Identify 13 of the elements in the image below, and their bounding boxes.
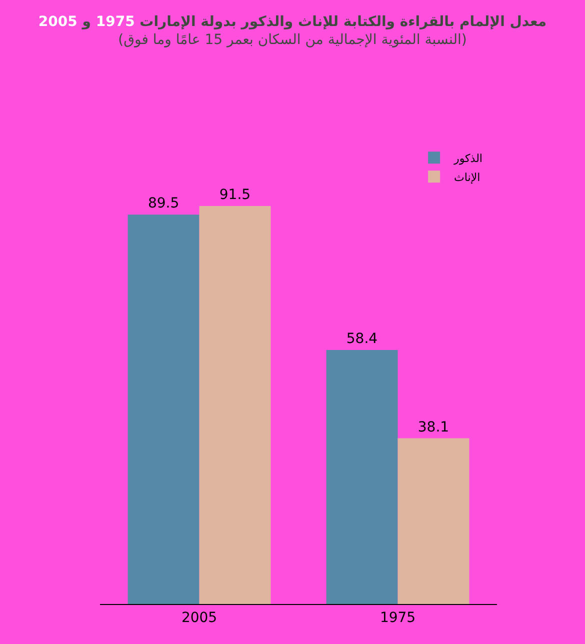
data-label: 89.5 <box>148 196 180 212</box>
data-label: 58.4 <box>346 330 378 347</box>
data-label: 91.5 <box>219 186 251 203</box>
bar <box>128 214 200 604</box>
legend-label: الذكور <box>453 152 482 165</box>
data-label: 38.1 <box>418 419 450 436</box>
bar <box>398 438 470 604</box>
bar <box>199 206 271 604</box>
chart-subtitle: (النسبة المئوية الإجمالية من السكان بعمر 15 عامًا وما فوق) <box>118 32 467 48</box>
bar <box>326 350 398 604</box>
legend-label: الإناث <box>454 170 480 184</box>
x-tick-label: 1975 <box>380 610 416 626</box>
x-tick-label: 2005 <box>181 610 218 626</box>
